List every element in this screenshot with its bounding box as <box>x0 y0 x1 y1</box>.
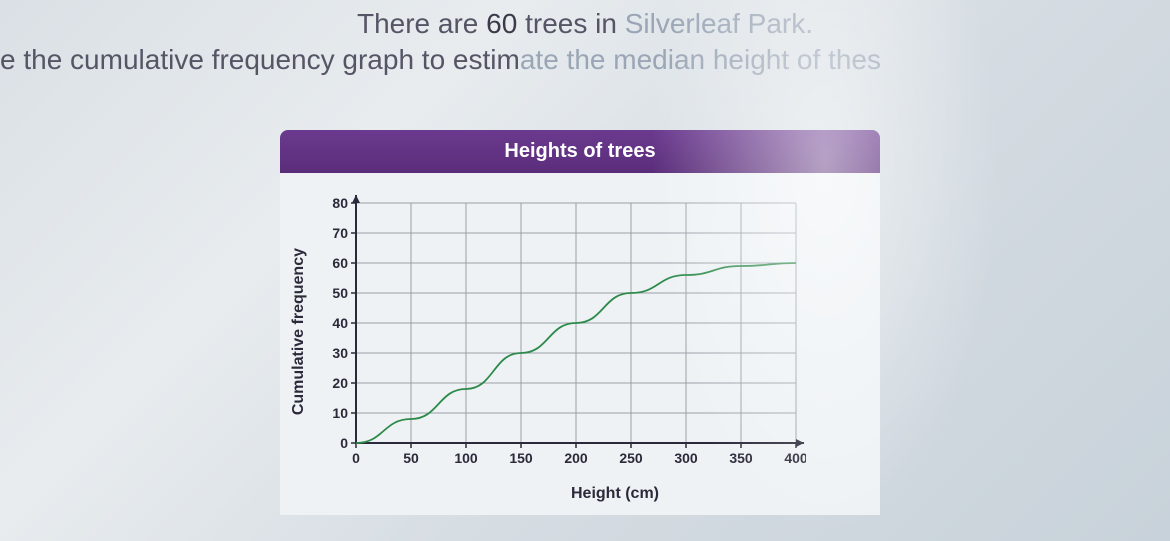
chart-card: Heights of trees Cumulative frequency 0 5… <box>280 130 880 515</box>
text: trees in <box>517 8 624 39</box>
svg-text:350: 350 <box>729 450 753 466</box>
y-axis-label: Cumulative frequency <box>290 248 308 415</box>
svg-text:300: 300 <box>674 450 698 466</box>
prompt-line-1: There are 60 trees in Silverleaf Park. <box>0 8 1170 40</box>
svg-text:50: 50 <box>332 285 348 301</box>
svg-text:150: 150 <box>509 450 533 466</box>
svg-text:0: 0 <box>352 450 360 466</box>
prompt-line-2: e the cumulative frequency graph to esti… <box>0 44 1170 76</box>
svg-text:30: 30 <box>332 345 348 361</box>
svg-text:20: 20 <box>332 375 348 391</box>
chart-title: Heights of trees <box>280 130 880 173</box>
text: e the cumulative frequency graph to esti… <box>0 44 520 75</box>
svg-text:50: 50 <box>403 450 419 466</box>
svg-text:400: 400 <box>784 450 806 466</box>
x-axis-label: Height (cm) <box>280 481 880 515</box>
svg-text:0: 0 <box>340 435 348 451</box>
count-emph: 60 <box>486 8 517 39</box>
cumulative-frequency-chart: 0 50 100 150 200 250 300 350 400 0 10 20 30 40 50 60 70 8… <box>316 193 806 471</box>
svg-text:250: 250 <box>619 450 643 466</box>
text-faded: ate the median height of thes <box>520 44 881 75</box>
question-prompt: There are 60 trees in Silverleaf Park. e… <box>0 0 1170 76</box>
svg-text:40: 40 <box>332 315 348 331</box>
svg-text:70: 70 <box>332 225 348 241</box>
park-name: Silverleaf Park. <box>625 8 813 39</box>
svg-text:10: 10 <box>332 405 348 421</box>
svg-text:100: 100 <box>454 450 478 466</box>
svg-text:60: 60 <box>332 255 348 271</box>
text: There are <box>357 8 486 39</box>
svg-text:200: 200 <box>564 450 588 466</box>
chart-plot-area: Cumulative frequency 0501001502002503003… <box>280 173 880 481</box>
svg-text:80: 80 <box>332 195 348 211</box>
